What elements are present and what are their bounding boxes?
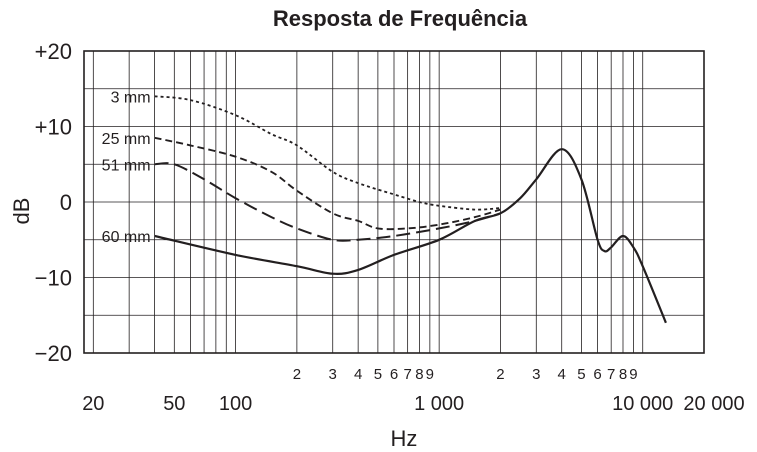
y-tick-label: −20: [35, 341, 72, 366]
x-minor-tick-label: 6: [593, 366, 601, 383]
x-minor-tick-label: 8: [415, 366, 423, 383]
x-minor-tick-label: 4: [558, 366, 566, 383]
x-minor-tick-label: 9: [426, 366, 434, 383]
x-major-tick-label: 50: [163, 393, 185, 415]
plot-frame: [83, 50, 705, 354]
series-label-25mm: 25 mm: [102, 131, 151, 148]
series-line-51mm: [154, 162, 501, 242]
x-minor-tick-label: 6: [390, 366, 398, 383]
series-labels: 3 mm 25 mm 51 mm 60 mm: [102, 89, 151, 246]
x-major-tick-label: 20 000: [683, 393, 744, 415]
series-line-3mm: [154, 95, 501, 211]
series-lines: [154, 95, 667, 324]
y-tick-label: 0: [60, 190, 72, 215]
chart-title: Resposta de Frequência: [273, 6, 528, 31]
x-minor-tick-label: 7: [607, 366, 615, 383]
x-minor-tick-label: 3: [329, 366, 337, 383]
y-tick-label: +20: [35, 39, 72, 64]
series-label-51mm: 51 mm: [102, 157, 151, 174]
y-tick-label: +10: [35, 115, 72, 140]
x-major-tick-label: 1 000: [414, 393, 464, 415]
x-minor-tick-label: 7: [403, 366, 411, 383]
x-minor-tick-label: 5: [577, 366, 585, 383]
y-tick-labels: +20 +10 0 −10 −20: [35, 39, 72, 366]
series-line-60mm: [154, 148, 667, 324]
x-minor-tick-label: 3: [532, 366, 540, 383]
x-minor-tick-label: 5: [374, 366, 382, 383]
x-major-tick-label: 10 000: [612, 393, 673, 415]
y-axis-label: dB: [9, 198, 34, 225]
x-minor-tick-label: 9: [629, 366, 637, 383]
y-tick-label: −10: [35, 266, 72, 291]
series-label-3mm: 3 mm: [111, 89, 151, 106]
grid: [84, 51, 705, 353]
x-major-tick-label: 20: [82, 393, 104, 415]
x-minor-tick-label: 4: [354, 366, 362, 383]
x-minor-tick-label: 2: [496, 366, 504, 383]
series-label-60mm: 60 mm: [102, 229, 151, 246]
x-minor-tick-label: 8: [619, 366, 627, 383]
x-major-tick-label: 100: [219, 393, 252, 415]
x-minor-tick-label: 2: [293, 366, 301, 383]
series-line-25mm: [154, 136, 501, 231]
x-axis-label: Hz: [391, 426, 418, 451]
